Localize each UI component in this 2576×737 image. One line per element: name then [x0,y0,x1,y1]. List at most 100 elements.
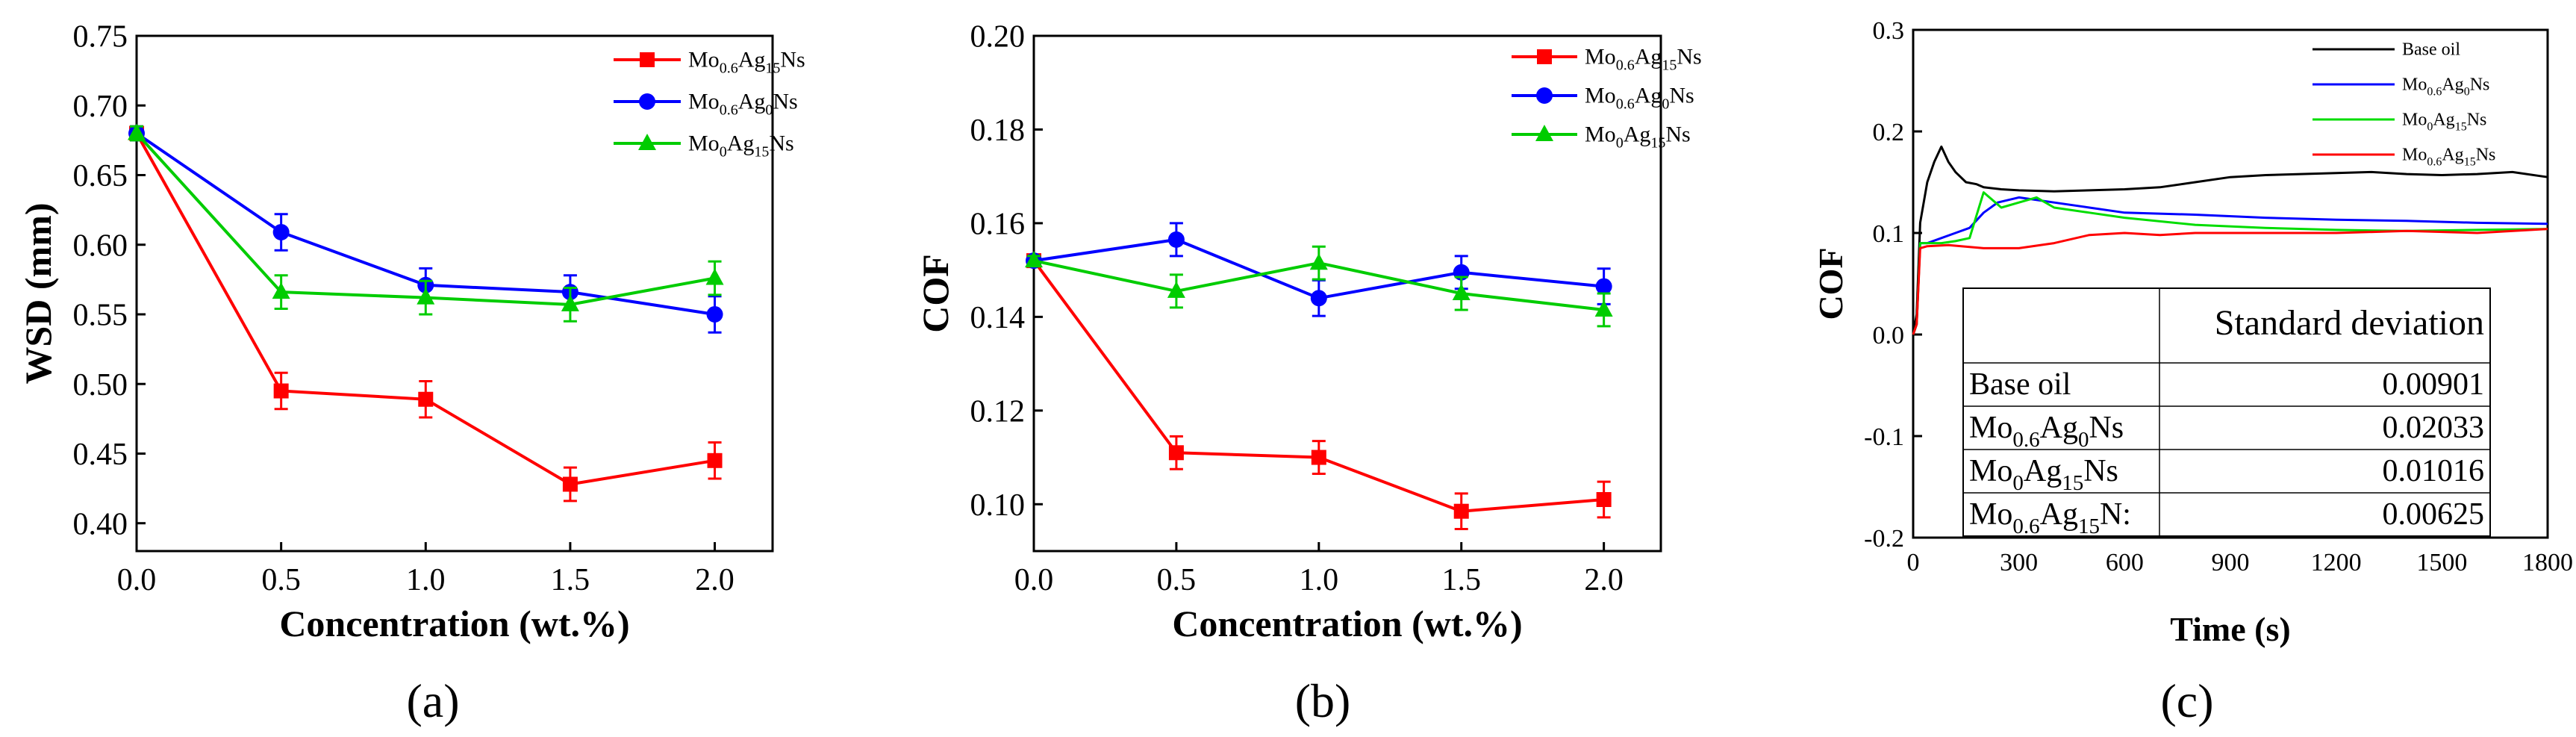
data-point [272,282,290,299]
legend-entry: Mo0Ag15Ns [614,131,794,161]
series [1912,145,2548,335]
y-tick-label: 0.55 [73,299,128,333]
formula-part: 15 [2455,121,2467,134]
x-tick-label: 1.5 [551,563,590,597]
formula-part: Ag [2040,497,2078,532]
table-name-cell: Base oil [1969,367,2071,402]
x-tick-label: 0.5 [261,563,301,597]
data-point [1025,251,1043,268]
y-tick-label: 0.70 [73,90,128,124]
legend-entry: Mo0.6Ag0Ns [2313,75,2489,99]
formula-part: 0 [765,102,773,119]
y-tick-label: 0.3 [1873,17,1905,45]
formula-part: Ns [2089,411,2124,445]
formula-part: 0.6 [2427,156,2442,169]
y-tick-label: 0.1 [1873,220,1905,248]
table-row-label: Base oil [1969,367,2071,402]
y-tick-label: -0.2 [1864,525,1904,553]
formula-part: Mo [1585,122,1616,147]
formula-part: Mo [2402,146,2427,165]
formula-part: Ns [780,48,805,72]
x-tick-label: 0.0 [1014,563,1054,597]
y-tick-label: 0.2 [1873,119,1905,146]
data-point [1311,450,1326,465]
y-tick-label: 0.75 [73,20,128,55]
formula-part: Ag [1624,122,1651,147]
y-tick-label: 0.65 [73,159,128,193]
panel-label: (a) [406,674,459,727]
x-tick-label: 900 [2212,549,2250,576]
table-row-label: Mo0.6Ag15N: [1969,497,2131,538]
formula-part: Mo [2402,75,2427,95]
table-row-label: Mo0.6Ag0Ns [1969,411,2124,452]
formula-part: Ag [727,131,755,156]
x-tick-label: 1.0 [406,563,446,597]
formula-part: Mo [1969,454,2012,488]
x-tick-label: 1.0 [1300,563,1339,597]
formula-part: 15 [765,60,780,77]
x-axis-title: Concentration (wt.%) [279,603,629,644]
data-point [418,391,434,407]
data-point [1167,281,1185,298]
x-tick-label: 1800 [2522,549,2573,576]
data-point [1168,445,1184,461]
formula-part: Ag [2024,454,2062,488]
legend-entry: Mo0.6Ag0Ns [1512,84,1694,113]
legend-entry: Mo0.6Ag0Ns [614,90,798,119]
panel-a: 0.0 0.5 1.0 1.5 2.00.400.450.500.550.600.650… [17,20,805,727]
table-value: 0.02033 [2383,411,2485,445]
y-tick-label: 0.14 [970,301,1026,335]
plot-frame [1032,34,1662,553]
formula-part: Mo [1585,45,1616,69]
legend-marker [638,134,656,150]
data-point [705,268,724,285]
formula-part: 0.6 [1616,57,1635,74]
table-name-cell: Mo0.6Ag15N: [1969,497,2131,538]
data-point [561,294,579,311]
legend-label: Mo0.6Ag0Ns [1585,84,1694,113]
legend-entry: Mo0Ag15Ns [2313,111,2486,134]
legend-entry: Mo0Ag15Ns [1512,122,1691,152]
y-tick-label: 0.16 [970,208,1026,242]
panel-label: (b) [1295,674,1351,727]
table-name-cell: Mo0.6Ag0Ns [1969,411,2124,452]
data-point [706,305,723,323]
y-tick-label: 0.0 [1873,322,1905,349]
formula-part: Ag [1635,45,1662,69]
data-point [1452,284,1471,300]
data-point [272,223,290,240]
formula-part: 15 [2062,471,2083,495]
y-tick-label: 0.20 [970,20,1026,55]
formula-part: 0 [2427,121,2433,134]
formula-part: 15 [2078,514,2100,538]
formula-part: Ag [2040,411,2078,445]
formula-part: 0 [2078,428,2089,452]
legend-entry: Base oil [2313,40,2460,60]
plot-frame [135,34,774,553]
y-tick-label: 0.10 [970,488,1026,523]
legend-label: Mo0.6Ag15Ns [1585,45,1702,74]
formula-part: 15 [754,144,769,161]
legend-label: Mo0Ag15Ns [2402,111,2486,134]
series [128,123,724,323]
legend-label: Mo0.6Ag15Ns [2402,146,2495,169]
data-point [128,123,146,140]
formula-part: 0 [1662,96,1669,113]
y-tick-label: 0.40 [73,507,128,541]
formula-part: Ag [738,90,766,114]
formula-part: 0.6 [2427,86,2442,99]
formula-part: Ns [1669,84,1694,108]
series [1912,191,2548,335]
formula-part: Ns [1677,45,1701,69]
y-axis-title: WSD (mm) [17,202,59,384]
series [1026,253,1612,531]
formula-part: Ns [2476,146,2496,165]
formula-part: 0.6 [1616,96,1635,113]
formula-part: 0 [1616,135,1624,152]
data-point [273,383,289,399]
formula-part: Ns [773,90,797,114]
y-tick-label: 0.12 [970,395,1026,429]
legend-entry: Mo0.6Ag15Ns [1512,45,1702,74]
